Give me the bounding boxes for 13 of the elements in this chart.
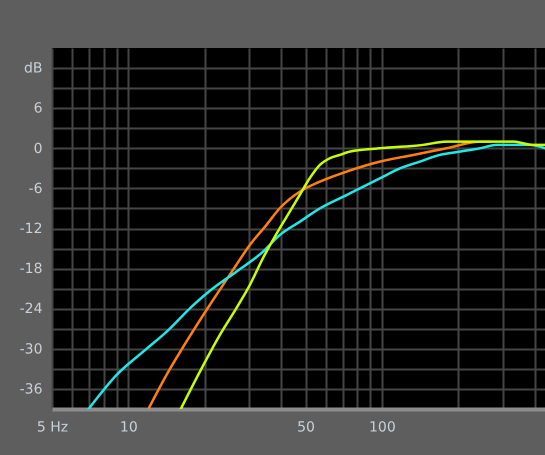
y-tick-label: -6 (28, 180, 43, 197)
y-tick-label: -12 (20, 221, 42, 237)
y-tick-label: -36 (20, 381, 43, 398)
x-tick-label: 10 (120, 420, 138, 436)
y-tick-label: -24 (20, 301, 43, 318)
y-tick-label: 0 (34, 140, 42, 157)
y-tick-label: -30 (20, 341, 42, 358)
y-tick-label: 6 (34, 100, 43, 117)
y-tick-label: dB (24, 60, 42, 77)
x-tick-label: 50 (297, 420, 315, 436)
x-tick-label: 100 (368, 420, 396, 436)
x-tick-label: 5 Hz (36, 420, 68, 436)
y-tick-label: -18 (20, 261, 42, 278)
